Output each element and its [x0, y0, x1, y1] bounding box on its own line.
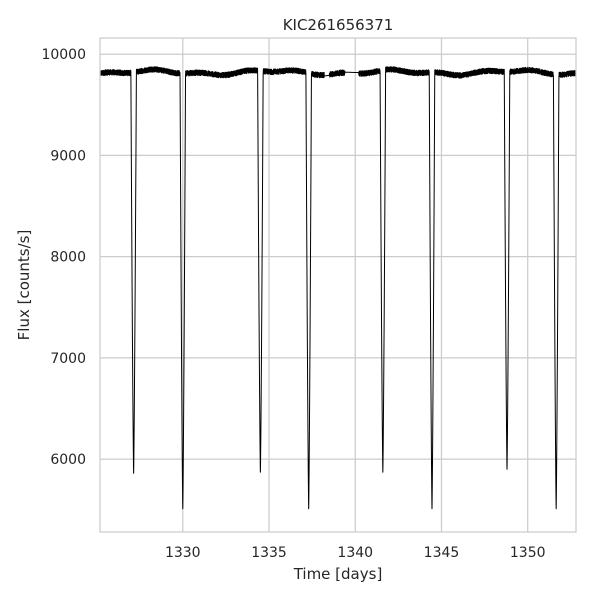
- y-tick-label: 7000: [50, 351, 86, 367]
- x-tick-label: 1350: [510, 545, 546, 561]
- grid-lines: [100, 38, 576, 532]
- x-tick-label: 1330: [165, 545, 201, 561]
- plot-frame: [99, 37, 577, 533]
- chart-title: KIC261656371: [283, 16, 394, 34]
- plot-area: [100, 38, 576, 532]
- y-axis-label: Flux [counts/s]: [15, 230, 33, 341]
- y-tick-labels: 6000 7000 8000 9000 10000: [41, 47, 86, 468]
- x-axis-label: Time [days]: [293, 565, 383, 583]
- x-tick-labels: 1330 1335 1340 1345 1350: [165, 545, 546, 561]
- x-tick-label: 1335: [251, 545, 287, 561]
- y-tick-label: 6000: [50, 452, 86, 468]
- flux-series: [99, 66, 577, 510]
- y-tick-label: 9000: [50, 148, 86, 164]
- flux-line: [99, 66, 577, 510]
- x-tick-label: 1345: [424, 545, 460, 561]
- y-tick-label: 8000: [50, 250, 86, 266]
- x-tick-label: 1340: [337, 545, 373, 561]
- y-tick-label: 10000: [41, 47, 86, 63]
